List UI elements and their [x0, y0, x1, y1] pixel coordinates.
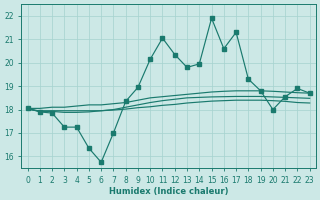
X-axis label: Humidex (Indice chaleur): Humidex (Indice chaleur) — [109, 187, 228, 196]
